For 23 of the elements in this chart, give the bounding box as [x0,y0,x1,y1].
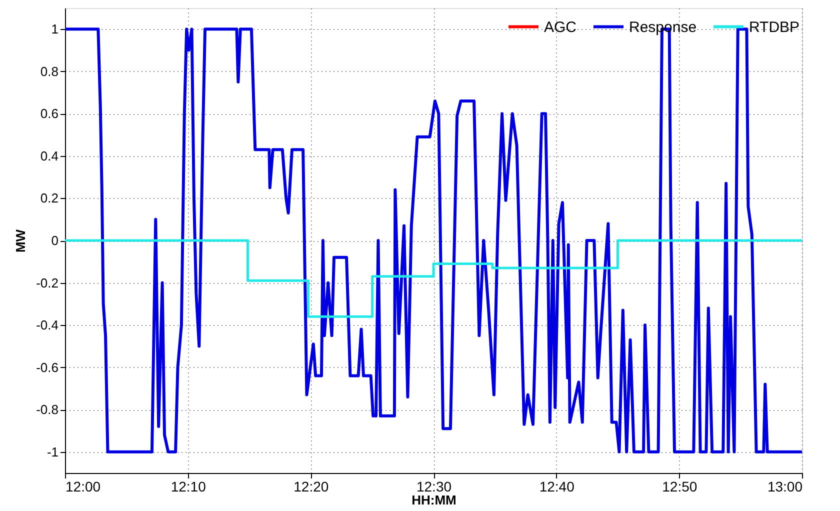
y-tick-label: -0.6 [36,360,58,375]
y-tick-label: 0.4 [40,148,58,164]
y-tick-label: 0.6 [40,106,58,122]
x-tick-label: 12:50 [662,478,698,494]
legend-label: RTDBP [749,18,800,36]
x-tick-label: 12:10 [170,478,206,494]
y-tick-label: -0.2 [36,275,58,290]
x-axis-title: HH:MM [412,492,456,508]
y-tick-label: 0.2 [40,190,58,206]
y-tick-label: -0.4 [36,318,58,333]
legend-label: AGC [544,18,577,36]
x-tick-label: 13:00 [767,478,803,494]
x-tick-label: 12:30 [416,478,452,494]
y-tick-label: -1 [46,444,58,460]
x-tick-label: 12:20 [294,478,329,494]
y-tick-label: 0 [51,233,58,248]
x-tick-label: 12:40 [539,478,575,494]
x-tick-label: 12:00 [66,478,101,494]
y-tick-label: 1 [51,22,58,37]
legend-label: Response [629,18,697,36]
y-tick-label: 0.8 [40,64,58,79]
y-tick-label: -0.8 [36,402,58,418]
y-axis-title: MW [13,228,28,253]
